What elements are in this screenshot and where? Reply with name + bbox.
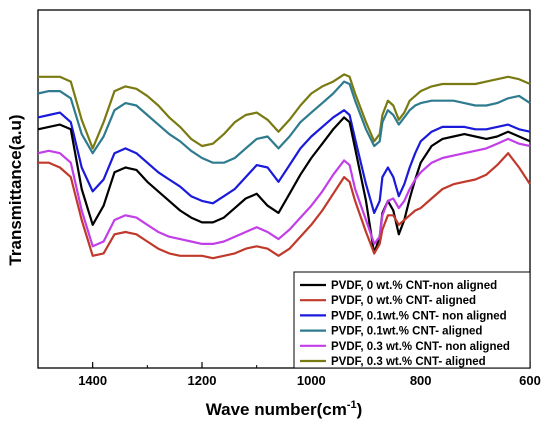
x-tick-label: 1400	[78, 373, 107, 388]
series-line-5	[37, 137, 531, 248]
legend-label-5: PVDF, 0.3 wt.% CNT- non aligned	[331, 341, 510, 353]
series-line-3	[37, 109, 531, 214]
x-tick-label: 600	[519, 373, 541, 388]
x-axis-ticks: 1400 1200 1000 800 600	[37, 362, 541, 388]
legend-label-6: PVDF, 0.3 wt.% CNT- aligned	[331, 356, 486, 368]
legend-label-1: PVDF, 0 wt.% CNT-non aligned	[331, 280, 497, 292]
y-axis-title: Transmittance(a.u)	[6, 114, 25, 265]
legend-label-4: PVDF, 0.1wt.% CNT- aligned	[331, 326, 482, 338]
x-tick-label: 1000	[297, 373, 326, 388]
legend-label-2: PVDF, 0 wt.% CNT- aligned	[331, 295, 476, 307]
legend-label-3: PVDF, 0.1wt.% CNT- non aligned	[331, 310, 507, 322]
series-line-4	[37, 80, 531, 164]
x-axis-title: Wave number(cm-1)	[206, 399, 363, 419]
series-line-2	[38, 152, 531, 260]
series-layer	[37, 73, 531, 260]
x-tick-label: 1200	[188, 373, 217, 388]
series-line-1	[37, 116, 531, 255]
x-tick-label: 800	[410, 373, 432, 388]
legend-box	[293, 271, 531, 369]
series-line-6	[38, 73, 531, 150]
legend: PVDF, 0 wt.% CNT-non aligned PVDF, 0 wt.%…	[293, 271, 531, 369]
plot-frame	[37, 9, 531, 369]
